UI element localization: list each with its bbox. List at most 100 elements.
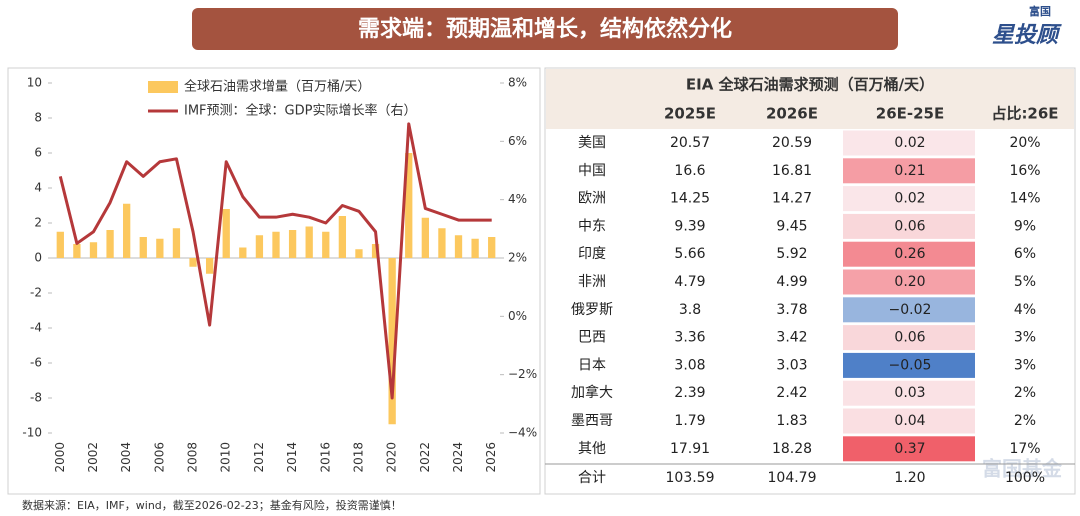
y-tick-label: 0	[34, 251, 42, 265]
bar	[73, 244, 81, 258]
table-cell: 日本	[578, 357, 606, 373]
table-cell: 14.27	[772, 191, 812, 207]
bar	[222, 209, 230, 258]
legend-swatch	[148, 81, 178, 93]
diff-cell-bg	[843, 186, 975, 212]
y2-tick-label: −2%	[508, 367, 537, 381]
table-cell: 16.81	[772, 163, 812, 179]
x-tick-label: 2026	[484, 442, 498, 473]
bar	[89, 242, 98, 258]
legend-label: 全球石油需求增量（百万桶/天）	[184, 79, 370, 95]
bar	[205, 258, 214, 274]
table-cell: 中国	[578, 163, 606, 179]
table-cell: 20.57	[670, 135, 710, 151]
y-tick-label: 10	[27, 76, 42, 90]
table-cell: 欧洲	[578, 191, 606, 207]
bar	[255, 235, 264, 258]
table-cell: 1.20	[894, 470, 925, 486]
y-tick-label: 8	[34, 111, 42, 125]
table-cell: 104.79	[768, 470, 817, 486]
y2-tick-label: 0%	[508, 309, 527, 323]
diff-cell-bg	[843, 408, 975, 434]
table-cell: 非洲	[578, 274, 606, 290]
table-cell: 3.08	[674, 357, 705, 373]
table-cell: 17%	[1009, 441, 1040, 457]
x-tick-label: 2014	[285, 442, 299, 473]
diff-cell-bg	[843, 269, 975, 295]
table-cell: 14%	[1009, 191, 1040, 207]
x-tick-label: 2000	[53, 442, 67, 473]
table-header: 占比:26E	[991, 105, 1058, 123]
table-frame	[544, 67, 1076, 495]
table-cell: 2.39	[674, 385, 705, 401]
table-cell: 3%	[1014, 330, 1036, 346]
table-cell: −0.02	[889, 302, 932, 318]
table-cell: 14.25	[670, 191, 710, 207]
table-cell: 103.59	[666, 470, 715, 486]
x-tick-label: 2016	[318, 442, 332, 473]
table-cell: 3%	[1014, 357, 1036, 373]
bar	[388, 258, 396, 425]
table-cell: 100%	[1005, 470, 1045, 486]
table-cell: 9.39	[674, 218, 705, 234]
x-tick-label: 2006	[152, 442, 166, 473]
table-cell: 墨西哥	[571, 413, 613, 429]
table-cell: 美国	[578, 135, 606, 151]
bar	[288, 230, 297, 258]
bar	[123, 203, 131, 258]
page-title: 需求端：预期温和增长，结构依然分化	[358, 16, 732, 42]
table-cell: 0.37	[894, 441, 925, 457]
x-tick-label: 2020	[385, 442, 399, 473]
table-cell: 5.92	[776, 246, 807, 262]
diff-cell-bg	[843, 158, 975, 184]
x-tick-label: 2004	[119, 442, 133, 473]
bar	[338, 216, 347, 258]
x-tick-label: 2012	[252, 442, 266, 473]
bar	[405, 153, 413, 258]
table-cell: 20.59	[772, 135, 812, 151]
table-cell: 0.04	[894, 413, 925, 429]
table-cell: 5.66	[674, 246, 705, 262]
table-cell: 0.02	[894, 191, 925, 207]
table-cell: 0.03	[894, 385, 925, 401]
table-cell: 3.03	[776, 357, 807, 373]
bar	[454, 235, 463, 258]
bar	[355, 249, 363, 258]
table-cell: 加拿大	[571, 384, 613, 401]
table-cell: 其他	[578, 441, 606, 457]
table-cell: 4.79	[674, 274, 705, 290]
table-header: 2026E	[766, 105, 818, 123]
diff-cell-bg	[843, 325, 975, 351]
bar	[239, 247, 247, 258]
bar	[322, 231, 330, 258]
bar	[139, 237, 147, 258]
table-cell: 2%	[1014, 385, 1036, 401]
y-tick-label: -10	[22, 426, 42, 440]
table-cell: 4.99	[776, 274, 807, 290]
diff-cell-bg	[843, 436, 975, 462]
diff-cell-bg	[843, 241, 975, 267]
y2-tick-label: 2%	[508, 251, 527, 265]
table-header: 26E-25E	[876, 105, 944, 123]
logo-main: 星投顾	[992, 23, 1062, 48]
table-cell: 巴西	[578, 330, 606, 346]
table-cell: 0.20	[894, 274, 925, 290]
y-tick-label: -8	[30, 391, 42, 405]
x-tick-label: 2002	[86, 442, 100, 473]
diff-cell-bg	[843, 380, 975, 406]
logo-top: 富国	[1029, 4, 1051, 18]
x-tick-label: 2010	[219, 442, 233, 473]
table-cell: 0.06	[894, 330, 925, 346]
table-cell: 3.36	[674, 330, 705, 346]
table-cell: 0.02	[894, 135, 925, 151]
table-cell: 18.28	[772, 441, 812, 457]
y2-tick-label: 4%	[508, 192, 527, 206]
y-tick-label: 6	[34, 146, 42, 160]
table-cell: 印度	[578, 246, 606, 262]
title-banner	[192, 8, 898, 50]
table-cell: 9.45	[776, 218, 807, 234]
y-tick-label: -6	[30, 356, 42, 370]
bar	[189, 258, 197, 267]
